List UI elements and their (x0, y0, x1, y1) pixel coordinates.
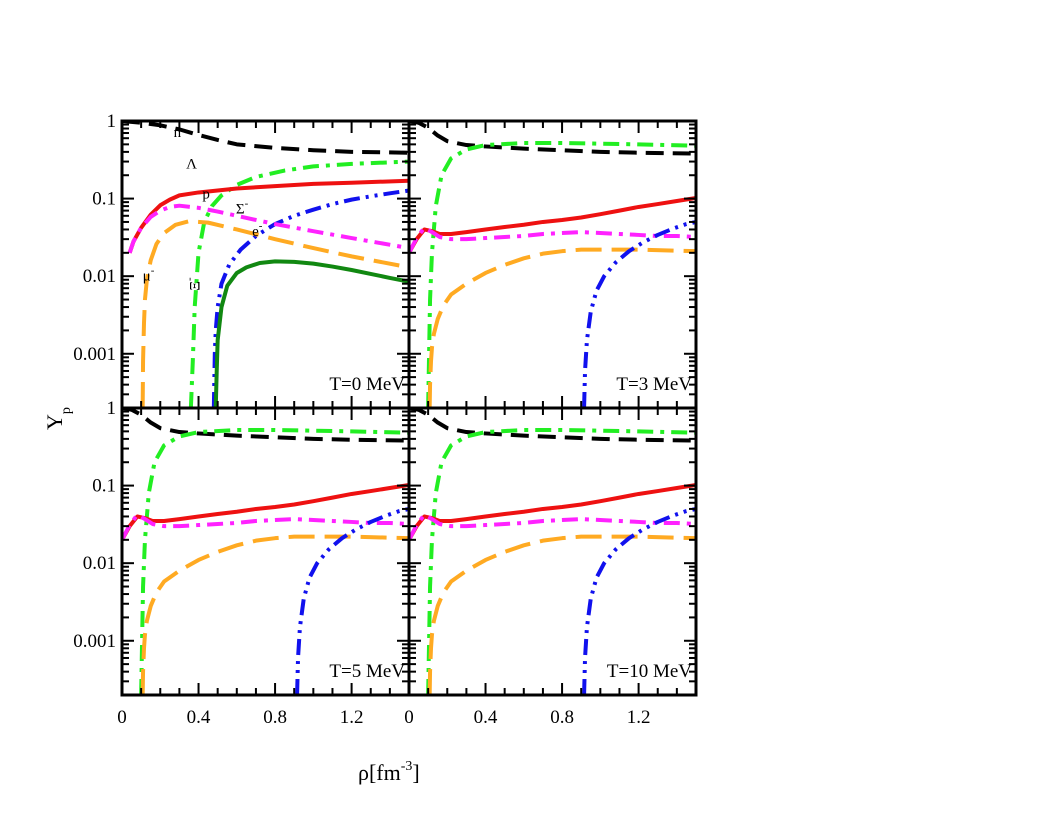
panel-4: 0 0.4 0.8 1.2 T=10 MeV (404, 406, 698, 728)
series-sigma-line (295, 506, 409, 695)
panel-ticks (121, 407, 410, 696)
y-tick-label: 0.01 (83, 266, 116, 287)
panel-2: T=3 MeV (407, 119, 698, 410)
y-tick-label: 0.1 (92, 189, 116, 210)
x-tick-label: 0 (404, 707, 414, 728)
annotation-sup: - (245, 198, 249, 210)
series-e-line (409, 225, 696, 254)
series-sigma-line (582, 506, 696, 695)
panel-curves (409, 121, 696, 408)
temperature-label: T=3 MeV (616, 374, 692, 395)
series-n-line (409, 121, 696, 156)
series-lambda-line (139, 428, 409, 695)
panel-3: 1 0.1 0.01 0.001 0 0.4 0.8 1.2 T=5 MeV (73, 398, 411, 728)
annotation-label: p (202, 187, 210, 203)
y-tick-label: 0.1 (92, 476, 116, 497)
annotation-text: Λ (186, 156, 197, 172)
annotation-text: n (174, 125, 182, 141)
temperature-label: T=0 MeV (329, 374, 405, 395)
series-lambda-line (188, 159, 409, 408)
series-mu-line (140, 219, 409, 408)
series-mu-line (427, 247, 696, 408)
series-n-line (409, 408, 696, 443)
x-tick-label: 0.8 (550, 707, 574, 728)
annotation-text: Σ (236, 202, 245, 218)
x-tick-label: 0.4 (187, 707, 211, 728)
series-mu-line (427, 534, 696, 695)
series-n-line (122, 408, 409, 443)
y-axis-title: Yp (42, 407, 74, 430)
y-tick-label: 1 (107, 398, 117, 419)
annotation-label: Σ- (236, 198, 249, 218)
y-tick-label: 0.001 (73, 631, 116, 652)
y-tick-label: 1 (107, 111, 117, 132)
series-lambda-line (426, 428, 696, 695)
annotation-label: Λ (186, 156, 197, 172)
temperature-label: T=5 MeV (329, 661, 405, 682)
annotation-text: p (202, 187, 210, 203)
annotation-text: μ (143, 268, 151, 284)
panel-ticks (408, 120, 697, 409)
annotation-label: e- (252, 220, 263, 240)
x-tick-label: 0.8 (263, 707, 287, 728)
series-e-line (122, 512, 409, 541)
x-tick-label: 1.2 (340, 707, 364, 728)
annotation-label: μ- (143, 264, 155, 284)
annotation-sup: - (151, 264, 155, 276)
series-p-line (409, 195, 696, 254)
series-lambda-line (426, 141, 696, 408)
series-p-line (122, 482, 409, 541)
panel-curves (122, 121, 409, 408)
panel-ticks (408, 407, 697, 696)
annotation-text: Ξ (187, 281, 203, 291)
series-sigma-line (582, 219, 696, 408)
series-e-line (127, 203, 409, 254)
x-tick-label: 0 (117, 707, 127, 728)
annotation-text: e (252, 224, 259, 240)
series-mu-line (140, 534, 409, 695)
panel-ticks (121, 120, 410, 409)
annotation-sup: - (183, 277, 195, 281)
series-n-line (122, 121, 409, 155)
series-p-line (409, 482, 696, 541)
annotation-sup: - (259, 220, 263, 232)
panel-frame (120, 406, 411, 697)
panel-curves (409, 408, 696, 695)
y-tick-label: 0.01 (83, 553, 116, 574)
x-tick-label: 1.2 (627, 707, 651, 728)
series-sigma-line (211, 188, 409, 408)
series-p-line (127, 178, 409, 254)
series-e-line (409, 512, 696, 541)
y-tick-label: 0.001 (73, 344, 116, 365)
panel-frame (407, 406, 698, 697)
y-axis-title-text: Yp (42, 407, 74, 430)
annotation-label: Ξ- (183, 277, 203, 291)
panel-frame (120, 119, 411, 410)
panel-curves (122, 408, 409, 695)
panel-frame (407, 119, 698, 410)
x-axis-title: ρ[fm-3] (358, 759, 420, 785)
annotation-label: n (174, 125, 182, 141)
temperature-label: T=10 MeV (607, 661, 692, 682)
axis-titles: ρ[fm-3] Yp (42, 407, 420, 785)
x-tick-label: 0.4 (474, 707, 498, 728)
series-xi-line (213, 259, 409, 408)
